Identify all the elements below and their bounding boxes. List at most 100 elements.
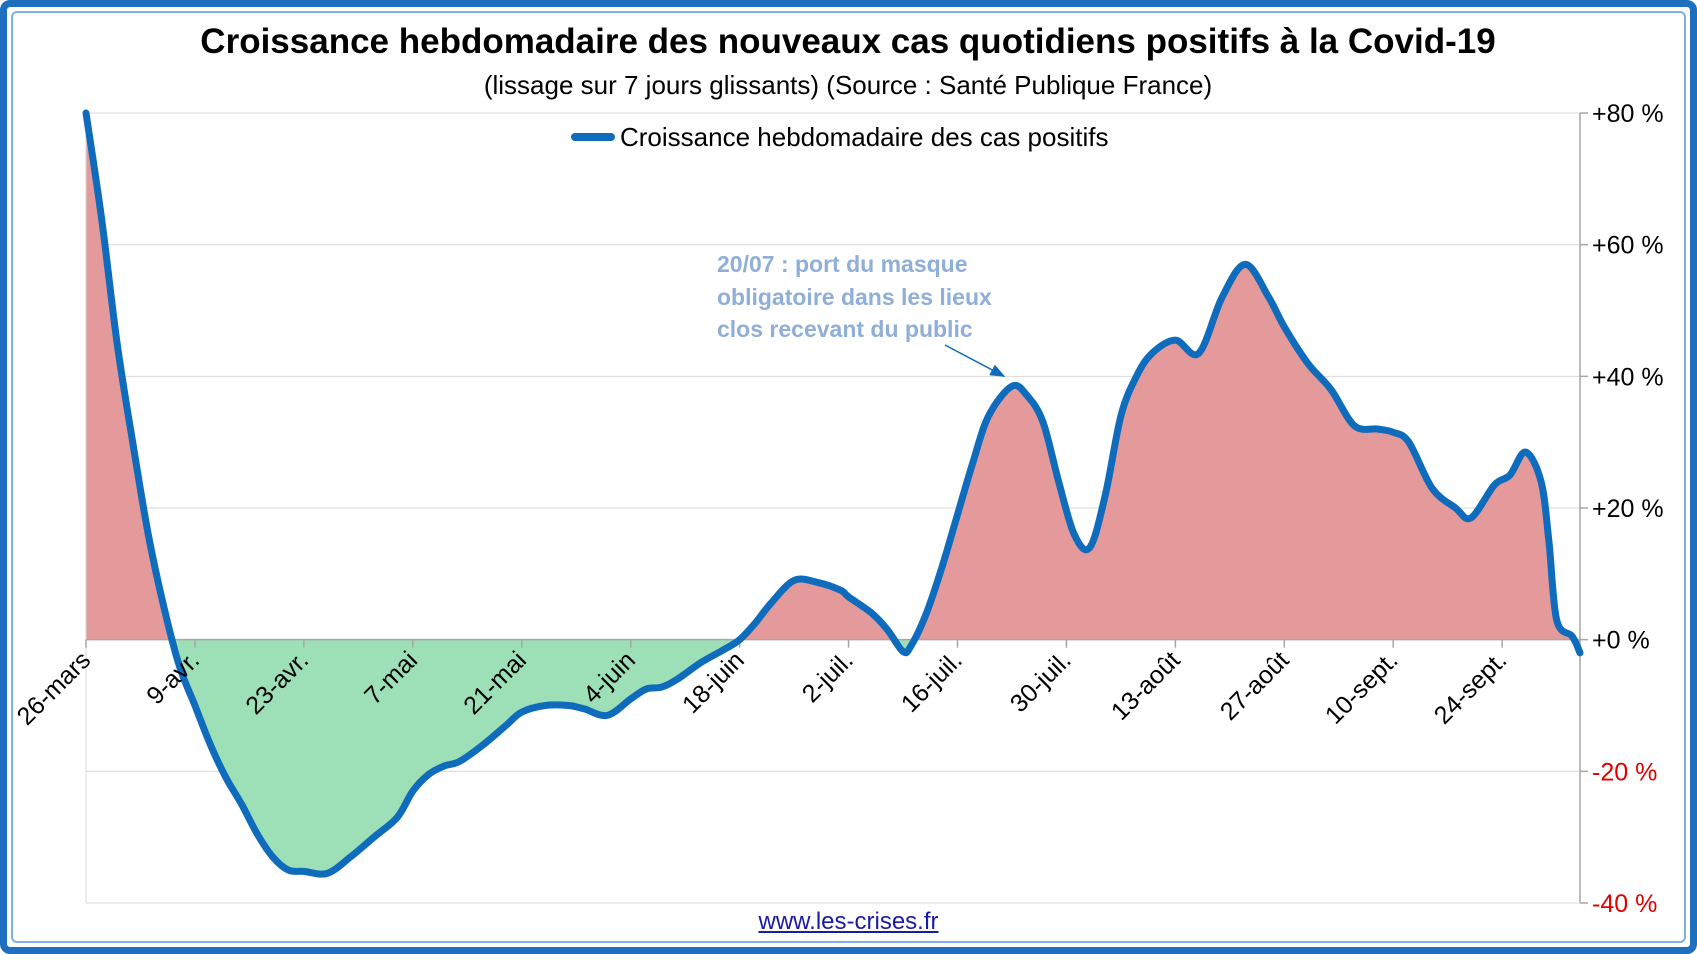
data-point [1243, 262, 1247, 266]
y-tick-labels: +80 % +60 % +40 % +20 % +0 % -20 % -40 % [1592, 100, 1664, 918]
data-point [411, 789, 415, 793]
data-point [193, 704, 197, 708]
data-point [924, 611, 928, 615]
data-point [987, 414, 991, 418]
legend-label: Croissance hebdomadaire des cas positifs [620, 122, 1108, 152]
data-point [769, 601, 773, 605]
axes [85, 112, 1588, 904]
data-point [1220, 295, 1224, 299]
data-point [349, 855, 353, 859]
data-point [224, 776, 228, 780]
annotation-line-1: 20/07 : port du masque [717, 251, 968, 277]
data-point [1430, 486, 1434, 490]
negative-area-fill [86, 639, 1580, 875]
data-point [699, 661, 703, 665]
source-link[interactable]: www.les-crises.fr [758, 908, 939, 935]
data-point [100, 216, 104, 220]
data-point [395, 815, 399, 819]
data-point [971, 460, 975, 464]
data-point [520, 710, 524, 714]
data-point [209, 743, 213, 747]
series-line [82, 109, 1584, 878]
data-point [1173, 338, 1177, 342]
data-point [1134, 374, 1138, 378]
x-tick-label: 24-sept. [1429, 646, 1513, 730]
data-point [885, 628, 889, 632]
data-point [1454, 506, 1458, 510]
data-point [1010, 384, 1014, 388]
chart-inner-border [11, 11, 1686, 943]
data-point [302, 869, 306, 873]
data-point [1197, 351, 1201, 355]
annotation-arrow [944, 344, 1006, 377]
data-point [675, 677, 679, 681]
data-point [605, 713, 609, 717]
data-point [1524, 450, 1528, 454]
x-tick-label: 2-juil. [797, 646, 859, 708]
annotation: 20/07 : port du masque obligatoire dans … [717, 251, 1006, 377]
data-point [815, 580, 819, 584]
data-point [325, 871, 329, 875]
data-point [870, 611, 874, 615]
x-tick-label: 10-sept. [1320, 646, 1404, 730]
data-point [271, 855, 275, 859]
data-point [901, 650, 905, 654]
x-tick-label: 16-juil. [896, 646, 968, 718]
data-point [940, 565, 944, 569]
x-tick-label: 27-août [1215, 646, 1295, 726]
data-point [909, 644, 913, 648]
data-point [792, 578, 796, 582]
data-point [1578, 651, 1582, 655]
data-point [1057, 480, 1061, 484]
data-point [1508, 473, 1512, 477]
data-point [839, 588, 843, 592]
y-tick-label: +60 % [1592, 232, 1664, 260]
y-tick-label: +40 % [1592, 363, 1664, 391]
data-point [1282, 325, 1286, 329]
data-point [255, 832, 259, 836]
data-point [1088, 546, 1092, 550]
data-point [115, 341, 119, 345]
data-point [286, 868, 290, 872]
data-point [146, 532, 150, 536]
positive-area-fill [86, 113, 1575, 640]
data-point [738, 638, 742, 642]
y-tick-label: +20 % [1592, 495, 1664, 523]
legend: Croissance hebdomadaire des cas positifs [571, 122, 1108, 152]
data-point [240, 802, 244, 806]
data-point [372, 835, 376, 839]
data-point [1352, 424, 1356, 428]
x-tick-label: 13-août [1106, 646, 1186, 726]
data-point [1119, 414, 1123, 418]
data-point [1376, 427, 1380, 431]
data-point [543, 704, 547, 708]
data-point [1469, 516, 1473, 520]
data-point [753, 621, 757, 625]
data-point [582, 707, 586, 711]
annotation-line-2: obligatoire dans les lieux [717, 284, 992, 310]
x-tick-label: 30-juil. [1005, 646, 1077, 718]
data-point [1306, 361, 1310, 365]
data-point [1072, 532, 1076, 536]
y-tick-label: -20 % [1592, 758, 1657, 786]
data-point [131, 440, 135, 444]
data-point [481, 743, 485, 747]
data-point [1026, 394, 1030, 398]
data-point [1555, 618, 1559, 622]
data-point [1329, 388, 1333, 392]
data-point [1570, 634, 1574, 638]
data-point [1492, 483, 1496, 487]
data-point [1539, 480, 1543, 484]
data-point [660, 685, 664, 689]
data-point [84, 111, 88, 115]
y-tick-label: +0 % [1592, 627, 1650, 655]
data-point [504, 723, 508, 727]
data-point [1267, 295, 1271, 299]
data-point [1407, 440, 1411, 444]
data-point [566, 704, 570, 708]
data-point [1391, 430, 1395, 434]
data-point [644, 687, 648, 691]
chart-title: Croissance hebdomadaire des nouveaux cas… [200, 22, 1495, 61]
data-point [442, 764, 446, 768]
